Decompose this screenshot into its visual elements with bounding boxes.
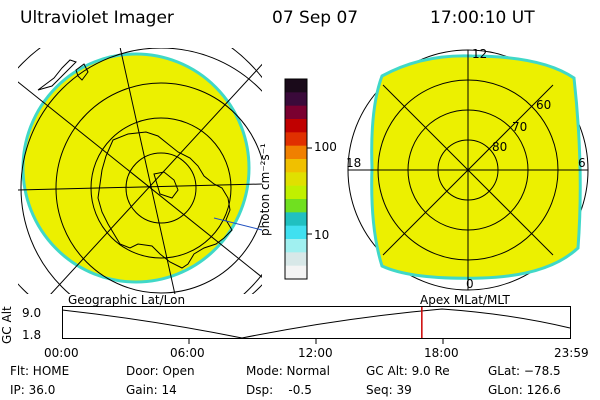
info-door: Door: Open xyxy=(126,364,195,378)
colorbar-band xyxy=(285,145,307,160)
info-dsp: Dsp: -0.5 xyxy=(246,383,312,397)
xtick-0600: 06:00 xyxy=(170,346,205,360)
altitude-timeline xyxy=(62,306,571,344)
info-mode: Mode: Normal xyxy=(246,364,330,378)
instrument-title: Ultraviolet Imager xyxy=(20,8,174,28)
xtick-2359: 23:59 xyxy=(554,346,589,360)
right-uv-disk xyxy=(370,54,582,280)
colorbar-band xyxy=(285,265,307,280)
colorbar-band xyxy=(285,239,307,253)
colorbar-band xyxy=(285,105,307,120)
colorbar-band xyxy=(285,199,307,213)
colorbar-band xyxy=(285,172,307,187)
altitude-curve xyxy=(62,308,571,339)
apex-caption: Apex MLat/MLT xyxy=(420,293,510,307)
colorbar-band xyxy=(285,92,307,107)
colorbar-band xyxy=(285,132,307,147)
info-glon: GLon: 126.6 xyxy=(488,383,561,397)
ytick-max: 9.0 xyxy=(22,306,42,320)
geographic-map xyxy=(18,48,262,294)
mlat-label-70: 70 xyxy=(512,120,528,134)
info-gcalt: GC Alt: 9.0 Re xyxy=(366,364,450,378)
date-label: 07 Sep 07 xyxy=(272,8,359,28)
left-uv-disk xyxy=(21,52,251,284)
info-flt: Flt: HOME xyxy=(10,364,70,378)
magnetic-map xyxy=(347,49,589,291)
colorbar-band xyxy=(285,212,307,227)
timeline-ylabel: GC Alt xyxy=(0,306,14,344)
mlt-label-0: 0 xyxy=(466,277,474,291)
coastline xyxy=(97,131,233,269)
geographic-caption: Geographic Lat/Lon xyxy=(68,293,186,307)
info-ip: IP: 36.0 xyxy=(10,383,56,397)
colorbar-band xyxy=(285,185,307,200)
mlt-label-12: 12 xyxy=(472,47,488,61)
mlt-label-18: 18 xyxy=(346,156,362,170)
xtick-1800: 18:00 xyxy=(424,346,459,360)
color-bar xyxy=(284,78,312,280)
colorbar-band xyxy=(285,79,307,93)
colorbar-tick-10: 10 xyxy=(314,228,330,242)
info-glat: GLat: −78.5 xyxy=(488,364,561,378)
info-gain: Gain: 14 xyxy=(126,383,177,397)
xtick-1200: 12:00 xyxy=(298,346,333,360)
colorbar-band xyxy=(285,119,307,133)
colorbar-band xyxy=(285,159,307,173)
colorbar-band xyxy=(285,252,307,267)
mlt-label-6: 6 xyxy=(578,156,586,170)
info-seq: Seq: 39 xyxy=(366,383,412,397)
colorbar-tick-100: 100 xyxy=(314,140,337,154)
colorbar-label: photon cm⁻²s⁻¹ xyxy=(258,143,272,236)
mlat-label-80: 80 xyxy=(492,140,508,154)
ytick-min: 1.8 xyxy=(22,328,42,342)
mlat-label-60: 60 xyxy=(536,98,552,112)
colorbar-band xyxy=(285,225,307,240)
xtick-0000: 00:00 xyxy=(44,346,79,360)
time-label: 17:00:10 UT xyxy=(430,8,535,28)
